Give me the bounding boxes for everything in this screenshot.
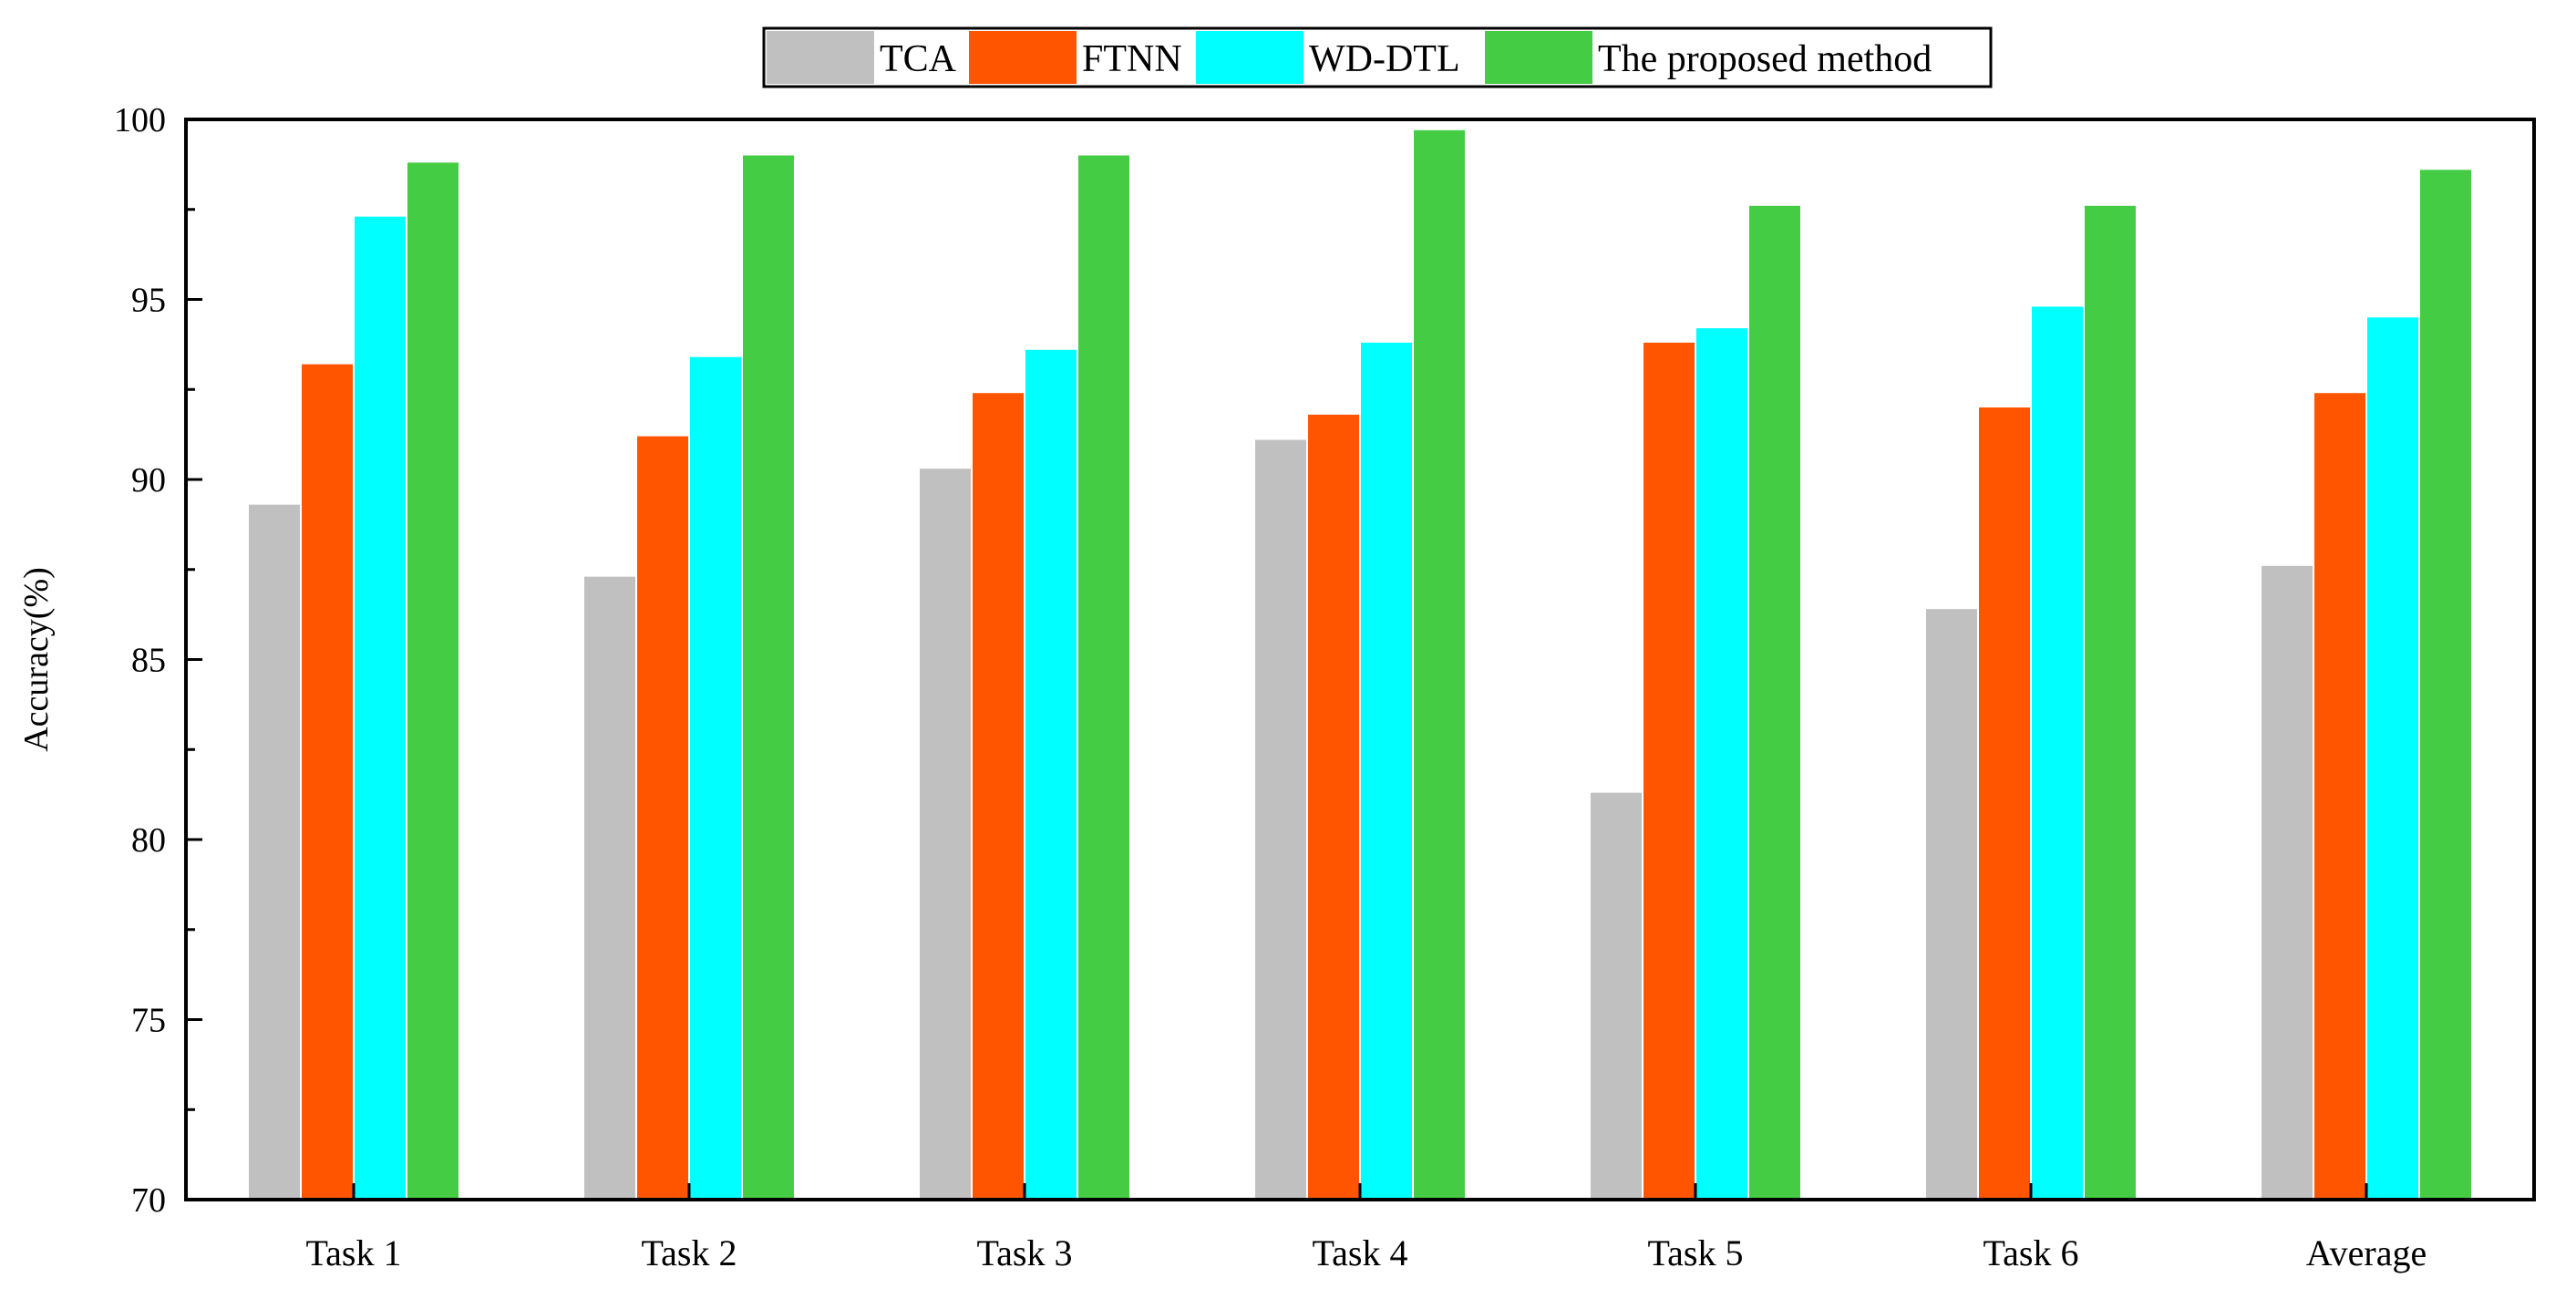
x-tick-label: Task 1 <box>306 1232 402 1273</box>
y-tick-label: 70 <box>131 1181 166 1220</box>
bar <box>2314 393 2365 1200</box>
legend-box <box>762 26 1993 88</box>
bar <box>1308 414 1359 1200</box>
y-axis: 70 75 80 85 90 95 100 <box>114 101 202 1220</box>
x-tick-label: Task 4 <box>1313 1232 1408 1273</box>
bar <box>1414 129 1465 1201</box>
bar <box>637 436 688 1201</box>
legend-label: WD-DTL <box>1309 38 1460 80</box>
x-tick-label: Average <box>2306 1232 2427 1273</box>
bar <box>1926 609 1977 1200</box>
legend-label: FTNN <box>1082 38 1182 80</box>
y-tick-label: 85 <box>131 642 166 680</box>
legend-swatch <box>1485 31 1592 84</box>
y-tick-label: 95 <box>131 282 166 320</box>
bar <box>690 356 741 1200</box>
bar <box>920 469 971 1200</box>
bar <box>1078 155 1129 1200</box>
plot-frame <box>184 118 2536 1201</box>
y-tick-label: 75 <box>131 1002 166 1040</box>
legend-swatch <box>1196 31 1303 84</box>
bar <box>2085 205 2136 1200</box>
x-tick-label: Task 2 <box>642 1232 737 1273</box>
bar <box>2367 317 2418 1200</box>
legend-label: TCA <box>880 38 957 80</box>
bar <box>355 216 406 1200</box>
bar <box>1979 407 2030 1200</box>
bar <box>2032 306 2083 1200</box>
x-tick-label: Task 5 <box>1648 1232 1744 1273</box>
x-tick-label: Task 6 <box>1984 1232 2079 1273</box>
y-tick-label: 90 <box>131 461 166 500</box>
bar <box>743 155 794 1200</box>
bar <box>1361 342 1412 1200</box>
bar <box>1025 349 1077 1200</box>
y-tick-label: 80 <box>131 821 166 860</box>
y-tick-label: 100 <box>114 101 166 139</box>
bar <box>249 504 300 1200</box>
bars <box>249 129 2471 1201</box>
legend-swatch <box>969 31 1077 84</box>
bar <box>302 364 353 1201</box>
bar <box>2262 565 2313 1200</box>
y-axis-label: Accuracy(%) <box>17 567 56 752</box>
legend: TCA FTNN WD-DTL The proposed method <box>762 26 1993 88</box>
bar <box>1696 328 1747 1201</box>
legend-swatch <box>767 31 874 84</box>
bar <box>973 393 1024 1200</box>
bar <box>1255 439 1306 1200</box>
bar <box>1643 342 1695 1200</box>
bar <box>1591 792 1642 1200</box>
x-tick-label: Task 3 <box>977 1232 1073 1273</box>
legend-label: The proposed method <box>1598 38 1932 80</box>
bar <box>407 162 459 1200</box>
bar <box>1749 205 1800 1200</box>
x-axis: Task 1 Task 2 Task 3 Task 4 Task 5 Task 6 Aver… <box>306 1183 2427 1273</box>
bar <box>584 576 635 1200</box>
bar <box>2420 170 2471 1200</box>
